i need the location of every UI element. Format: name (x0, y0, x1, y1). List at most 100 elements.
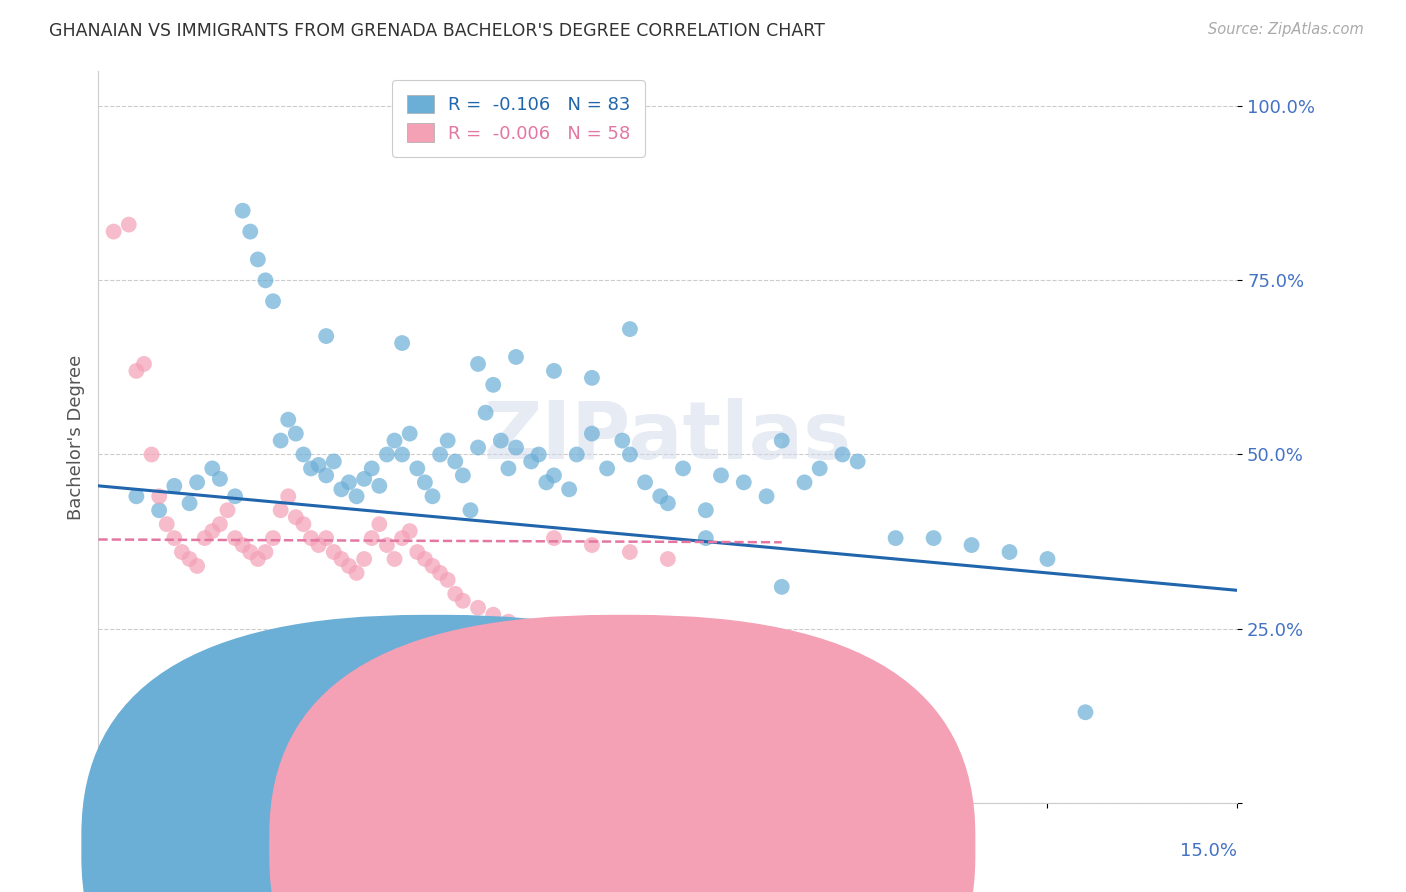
Point (846, 454, 869, 468)
Point (163, 479, 186, 493)
Point (922, 531, 945, 545)
Point (543, 468, 565, 483)
Point (543, 531, 565, 545)
Point (406, 545, 429, 559)
Point (201, 461, 224, 475)
Point (186, 558, 208, 573)
Point (254, 545, 277, 559)
Point (360, 461, 382, 475)
Point (277, 489, 299, 503)
Point (770, 434, 793, 448)
Point (619, 322, 641, 336)
Point (270, 503, 292, 517)
Point (444, 587, 467, 601)
Text: Source: ZipAtlas.com: Source: ZipAtlas.com (1208, 22, 1364, 37)
Point (308, 458, 330, 472)
Point (384, 434, 406, 448)
Point (581, 538, 603, 552)
Point (460, 503, 482, 517)
Point (960, 538, 983, 552)
Point (474, 406, 496, 420)
Point (467, 600, 489, 615)
Point (391, 336, 413, 351)
Point (429, 566, 451, 580)
Point (315, 329, 337, 343)
Point (375, 448, 398, 462)
Point (208, 517, 231, 532)
Text: ZIPatlas: ZIPatlas (484, 398, 852, 476)
Point (695, 642, 717, 657)
Point (360, 531, 382, 545)
Point (284, 426, 307, 441)
Point (224, 531, 246, 545)
Point (422, 489, 444, 503)
Text: 0.0%: 0.0% (98, 842, 143, 860)
Point (770, 657, 793, 671)
Point (186, 475, 208, 490)
FancyBboxPatch shape (270, 615, 976, 892)
Point (536, 475, 558, 490)
Point (330, 483, 353, 497)
Point (657, 496, 679, 510)
Point (657, 552, 679, 566)
Point (482, 607, 505, 622)
Point (239, 545, 262, 559)
Point (1036, 552, 1059, 566)
Point (232, 203, 254, 218)
Point (770, 580, 793, 594)
Point (391, 531, 413, 545)
Point (322, 454, 344, 468)
Point (292, 517, 315, 532)
Point (733, 475, 755, 490)
Point (337, 558, 360, 573)
Point (118, 218, 141, 232)
Point (543, 364, 565, 378)
Point (232, 538, 254, 552)
Point (831, 448, 853, 462)
Point (619, 545, 641, 559)
Text: Immigrants from Grenada: Immigrants from Grenada (643, 836, 858, 855)
Point (581, 426, 603, 441)
Legend: R =  -0.106   N = 83, R =  -0.006   N = 58: R = -0.106 N = 83, R = -0.006 N = 58 (392, 80, 645, 157)
Point (467, 441, 489, 455)
Point (299, 531, 322, 545)
Point (132, 357, 155, 371)
Point (353, 472, 375, 486)
Point (581, 371, 603, 385)
Point (413, 475, 436, 490)
Y-axis label: Bachelor's Degree: Bachelor's Degree (66, 354, 84, 520)
Point (505, 350, 527, 364)
Point (672, 461, 695, 475)
Point (884, 531, 907, 545)
Point (346, 566, 368, 580)
Point (398, 524, 420, 538)
Point (254, 273, 277, 287)
Point (596, 461, 619, 475)
Point (451, 468, 474, 483)
Point (429, 448, 451, 462)
Point (733, 649, 755, 664)
Point (368, 479, 391, 493)
Point (505, 441, 527, 455)
FancyBboxPatch shape (82, 615, 787, 892)
Point (413, 552, 436, 566)
Text: Ghanaians: Ghanaians (454, 836, 541, 855)
Point (179, 552, 201, 566)
Point (808, 461, 831, 475)
Point (239, 225, 262, 239)
Point (436, 434, 458, 448)
Point (322, 545, 344, 559)
Point (156, 517, 179, 532)
Text: 15.0%: 15.0% (1180, 842, 1237, 860)
Text: GHANAIAN VS IMMIGRANTS FROM GRENADA BACHELOR'S DEGREE CORRELATION CHART: GHANAIAN VS IMMIGRANTS FROM GRENADA BACH… (49, 22, 825, 40)
Point (444, 454, 467, 468)
Point (436, 573, 458, 587)
Point (998, 545, 1021, 559)
Point (710, 468, 733, 483)
Point (299, 461, 322, 475)
Point (793, 475, 815, 490)
Point (125, 489, 148, 503)
Point (217, 503, 239, 517)
Point (612, 434, 634, 448)
Point (391, 448, 413, 462)
